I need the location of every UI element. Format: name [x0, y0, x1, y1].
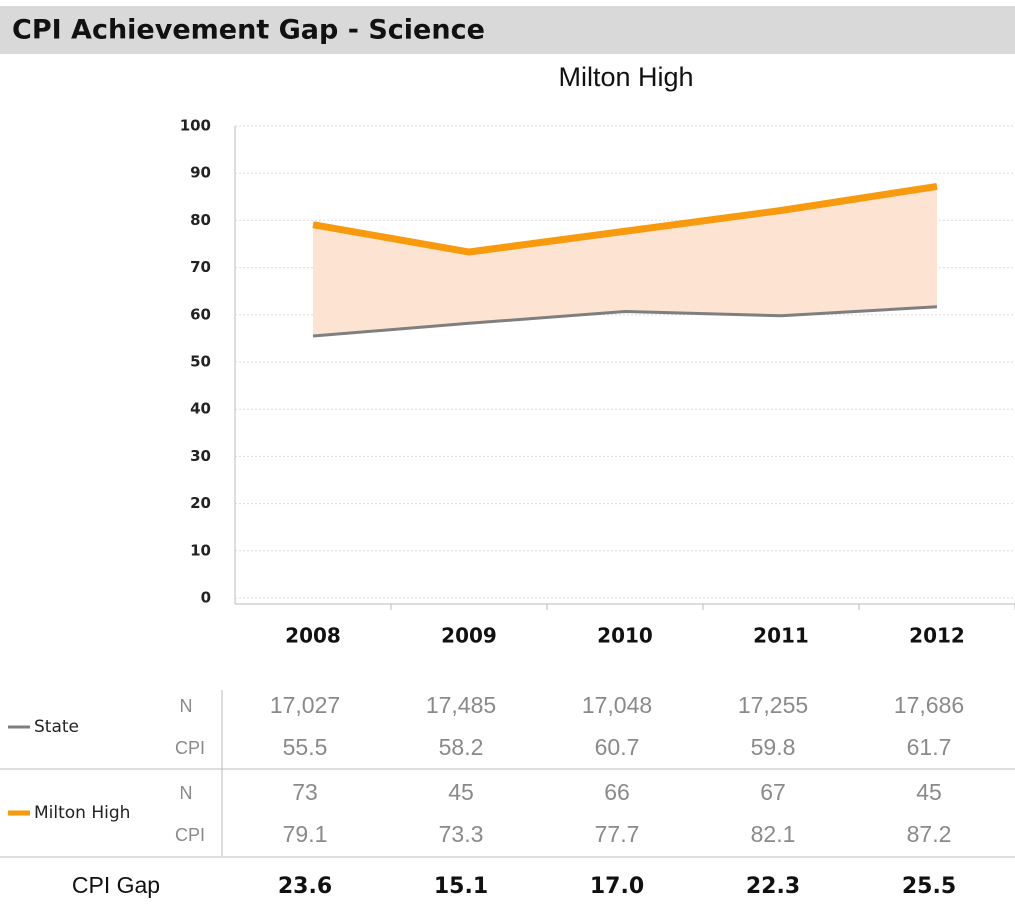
gap-area — [313, 186, 937, 337]
y-tick-label: 10 — [190, 541, 211, 559]
cpi-cell: 60.7 — [595, 734, 640, 760]
x-tick-label: 2010 — [597, 624, 653, 648]
row-label: N — [180, 783, 193, 803]
series-line — [312, 305, 938, 338]
n-cell: 17,048 — [582, 692, 652, 718]
y-tick-label: 80 — [190, 211, 211, 229]
n-cell: 17,027 — [270, 692, 340, 718]
cpi-cell: 61.7 — [907, 734, 952, 760]
y-tick-label: 90 — [190, 164, 211, 182]
chart-title: Milton High — [558, 62, 693, 92]
n-cell: 45 — [916, 779, 942, 805]
gap-cell: 15.1 — [434, 874, 488, 899]
gap-cell: 22.3 — [746, 874, 800, 899]
n-cell: 73 — [292, 779, 318, 805]
y-tick-label: 20 — [190, 494, 211, 512]
y-tick-label: 60 — [190, 305, 211, 323]
x-tick-label: 2009 — [441, 624, 497, 648]
n-cell: 45 — [448, 779, 474, 805]
cpi-cell: 87.2 — [907, 821, 952, 847]
x-tick-label: 2011 — [753, 624, 809, 648]
cpi-cell: 59.8 — [751, 734, 796, 760]
x-tick-label: 2008 — [285, 624, 341, 648]
legend-label: State — [34, 717, 79, 737]
row-label: N — [180, 696, 193, 716]
legend-label: Milton High — [34, 803, 130, 823]
y-tick-label: 0 — [201, 589, 211, 607]
n-cell: 66 — [604, 779, 630, 805]
cpi-cell: 58.2 — [439, 734, 484, 760]
gap-cell: 17.0 — [590, 874, 644, 899]
cpi-cell: 77.7 — [595, 821, 640, 847]
gap-cell: 23.6 — [278, 874, 332, 899]
row-label: CPI — [175, 825, 205, 845]
y-tick-label: 100 — [180, 117, 211, 135]
header-bar — [0, 6, 1015, 54]
series-line — [312, 182, 938, 256]
n-cell: 17,255 — [738, 692, 808, 718]
n-cell: 17,686 — [894, 692, 964, 718]
n-cell: 67 — [760, 779, 786, 805]
gap-label: CPI Gap — [72, 872, 160, 898]
header-title: CPI Achievement Gap - Science — [12, 15, 485, 46]
y-tick-label: 50 — [190, 353, 211, 371]
y-tick-label: 40 — [190, 400, 211, 418]
cpi-cell: 79.1 — [283, 821, 328, 847]
cpi-cell: 82.1 — [751, 821, 796, 847]
cpi-cell: 73.3 — [439, 821, 484, 847]
cpi-cell: 55.5 — [283, 734, 328, 760]
y-tick-label: 30 — [190, 447, 211, 465]
row-label: CPI — [175, 738, 205, 758]
y-tick-label: 70 — [190, 258, 211, 276]
x-tick-label: 2012 — [909, 624, 965, 648]
n-cell: 17,485 — [426, 692, 496, 718]
gap-cell: 25.5 — [902, 874, 956, 899]
